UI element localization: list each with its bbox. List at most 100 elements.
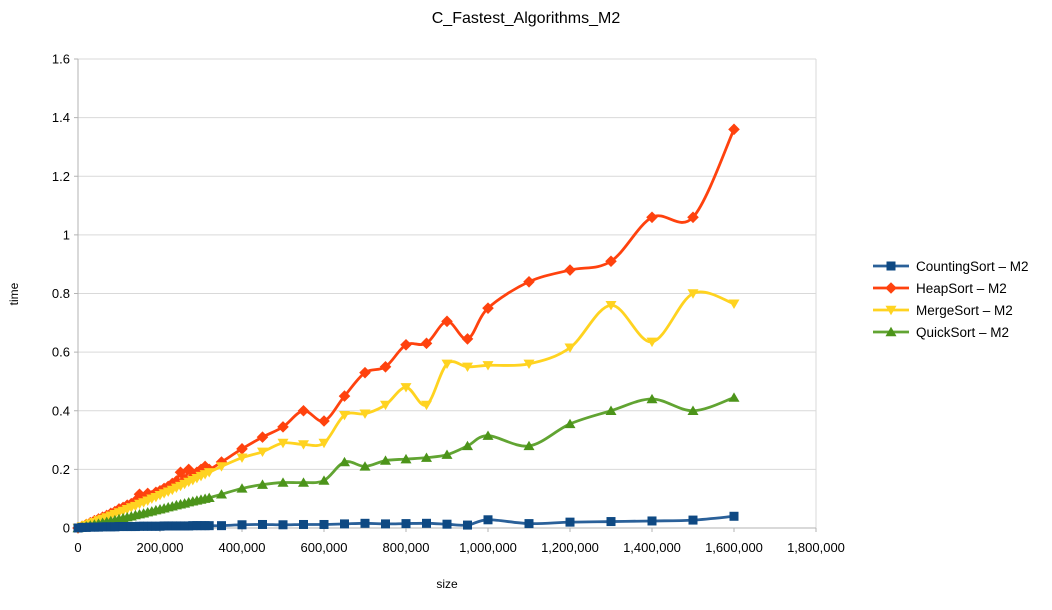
quicksort-marker xyxy=(339,456,350,467)
legend-label: MergeSort – M2 xyxy=(916,302,1013,318)
countingsort-marker xyxy=(217,521,226,531)
heapsort-marker xyxy=(236,443,248,455)
quicksort-marker xyxy=(277,477,289,487)
quicksort-legend-marker xyxy=(885,326,897,337)
countingsort-marker xyxy=(299,519,308,529)
mergesort-marker xyxy=(236,453,248,463)
countingsort-marker xyxy=(688,515,698,525)
chart-title: C_Fastest_Algorithms_M2 xyxy=(431,10,621,27)
mergesort-marker xyxy=(339,410,350,421)
mergesort-marker xyxy=(380,400,391,411)
x-tick-label: 400,000 xyxy=(219,540,266,555)
quicksort-marker xyxy=(605,405,617,415)
countingsort-marker xyxy=(483,515,493,525)
countingsort-marker xyxy=(606,517,616,527)
legend-item-heapsort: HeapSort – M2 xyxy=(872,277,1029,299)
quicksort-marker xyxy=(318,475,330,485)
heapsort-marker xyxy=(379,360,392,373)
heapsort-marker xyxy=(523,275,535,288)
quicksort-marker xyxy=(257,479,268,489)
heapsort-marker xyxy=(338,390,351,402)
quicksort-marker xyxy=(203,492,215,503)
y-tick-label: 1.4 xyxy=(52,110,70,125)
countingsort-marker xyxy=(463,520,472,530)
countingsort-marker xyxy=(340,519,349,529)
quicksort-marker xyxy=(298,477,309,487)
countingsort-marker xyxy=(204,521,214,531)
heapsort-marker xyxy=(461,333,474,345)
legend-item-quicksort: QuickSort – M2 xyxy=(872,321,1029,343)
heapsort-marker xyxy=(564,264,576,276)
countingsort-legend-marker xyxy=(886,261,896,271)
mergesort-marker xyxy=(216,462,227,472)
y-tick-label: 0.2 xyxy=(52,462,70,477)
x-tick-label: 800,000 xyxy=(383,540,430,555)
quicksort-marker xyxy=(216,489,227,499)
mergesort-marker xyxy=(203,468,215,478)
legend-sample-quicksort xyxy=(873,326,909,337)
mergesort-marker xyxy=(421,400,432,411)
heapsort-marker xyxy=(166,477,179,490)
countingsort-marker xyxy=(729,511,739,521)
mergesort-marker xyxy=(605,301,617,311)
legend-label: HeapSort – M2 xyxy=(916,280,1007,296)
countingsort-marker xyxy=(381,519,390,529)
heapsort-marker xyxy=(133,488,146,501)
x-axis-title: size xyxy=(436,577,458,591)
quicksort-marker xyxy=(359,461,371,471)
countingsort-marker xyxy=(565,517,575,527)
mergesort-marker xyxy=(359,409,371,419)
mergesort-marker xyxy=(400,383,412,393)
countingsort-marker xyxy=(647,516,657,526)
countingsort-marker xyxy=(442,519,452,529)
heapsort-marker xyxy=(359,366,371,379)
heapsort-marker xyxy=(728,123,740,136)
quicksort-marker xyxy=(687,405,699,415)
heapsort-legend-marker xyxy=(885,282,897,294)
mergesort-marker xyxy=(523,359,535,370)
legend: CountingSort – M2 HeapSort – M2 MergeSort … xyxy=(872,255,1029,343)
legend-item-countingsort: CountingSort – M2 xyxy=(872,255,1029,277)
quicksort-marker xyxy=(646,393,658,404)
mergesort-marker xyxy=(482,361,494,371)
mergesort-marker xyxy=(564,343,576,353)
quicksort-marker xyxy=(523,440,535,451)
heapsort-marker xyxy=(141,487,154,500)
quicksort-marker xyxy=(421,452,432,462)
heapsort-marker xyxy=(420,337,433,350)
x-tick-label: 1,400,000 xyxy=(623,540,681,555)
x-tick-label: 1,800,000 xyxy=(787,540,845,555)
y-tick-label: 0.6 xyxy=(52,345,70,360)
countingsort-marker xyxy=(422,518,431,528)
x-tick-label: 0 xyxy=(74,540,81,555)
legend-sample-mergesort xyxy=(873,305,909,316)
countingsort-marker xyxy=(401,519,411,529)
mergesort-marker xyxy=(646,337,658,348)
quicksort-marker xyxy=(728,392,740,402)
legend-sample-heapsort xyxy=(873,282,909,294)
y-tick-label: 1 xyxy=(63,227,70,242)
mergesort-marker xyxy=(318,438,330,449)
legend-item-mergesort: MergeSort – M2 xyxy=(872,299,1029,321)
y-axis-title: time xyxy=(7,282,21,306)
heapsort-marker xyxy=(400,338,412,351)
x-tick-label: 600,000 xyxy=(301,540,348,555)
heapsort-marker xyxy=(297,404,310,417)
x-tick-label: 1,000,000 xyxy=(459,540,517,555)
quicksort-marker xyxy=(441,449,453,459)
quicksort-marker xyxy=(400,453,412,464)
mergesort-legend-marker xyxy=(885,305,897,316)
mergesort-marker xyxy=(257,447,268,457)
quicksort-marker xyxy=(564,418,576,429)
quicksort-marker xyxy=(462,440,473,451)
mergesort-marker xyxy=(277,438,289,449)
heapsort-marker xyxy=(318,415,330,427)
y-tick-label: 0.8 xyxy=(52,286,70,301)
heapsort-marker xyxy=(605,255,617,268)
legend-label: CountingSort – M2 xyxy=(916,258,1029,274)
heapsort-marker xyxy=(441,315,453,328)
mergesort-marker xyxy=(687,289,699,299)
quicksort-marker xyxy=(236,483,248,493)
